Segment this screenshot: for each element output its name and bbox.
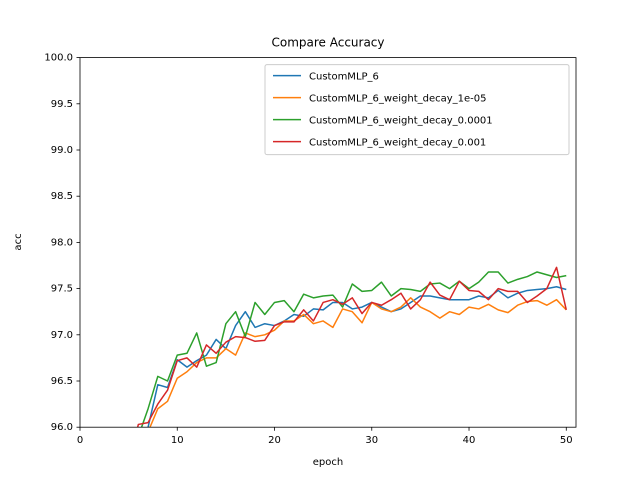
y-tick-label: 97.5: [51, 284, 73, 295]
legend-label: CustomMLP_6_weight_decay_0.0001: [309, 116, 493, 127]
y-tick-label: 100.0: [44, 53, 73, 64]
x-tick-label: 30: [365, 435, 378, 446]
y-tick-label: 98.0: [51, 237, 73, 248]
x-tick-label: 10: [171, 435, 184, 446]
x-tick-label: 0: [77, 435, 83, 446]
y-axis-label: acc: [13, 233, 24, 250]
y-tick-label: 96.5: [51, 376, 73, 387]
series-line: [147, 286, 567, 428]
y-tick-label: 98.5: [51, 191, 73, 202]
x-tick-label: 50: [560, 435, 573, 446]
series-line: [149, 297, 567, 428]
y-tick-label: 99.0: [51, 145, 73, 156]
x-axis-label: epoch: [313, 457, 343, 468]
series-line: [136, 266, 568, 428]
x-tick-label: 20: [268, 435, 281, 446]
legend-box: [264, 64, 570, 156]
legend-label: CustomMLP_6_weight_decay_0.001: [309, 138, 486, 149]
y-tick-label: 99.5: [51, 99, 73, 110]
y-tick-label: 97.0: [51, 330, 73, 341]
series-line: [140, 271, 567, 428]
legend-label: CustomMLP_6: [309, 72, 379, 83]
plot-lines: [136, 266, 568, 428]
legend-label: CustomMLP_6_weight_decay_1e-05: [309, 94, 487, 105]
chart-title: Compare Accuracy: [271, 36, 384, 50]
x-tick-label: 40: [463, 435, 476, 446]
y-tick-label: 96.0: [51, 422, 73, 433]
